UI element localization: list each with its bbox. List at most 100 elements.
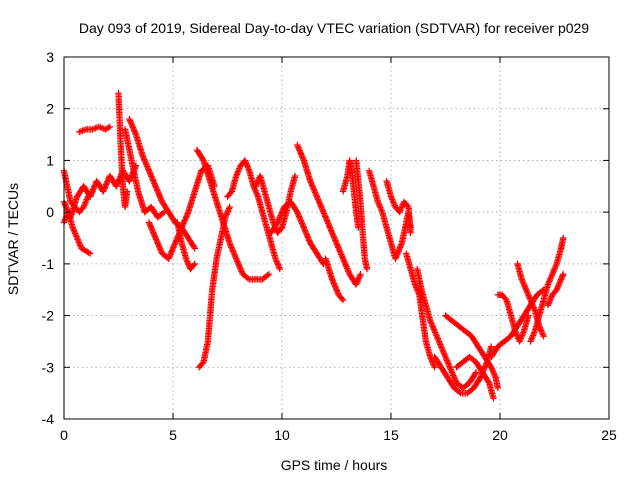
y-tick-label: 0	[46, 204, 54, 220]
data-point-marker	[243, 161, 251, 169]
data-point-marker	[524, 290, 532, 298]
data-point-marker	[523, 287, 530, 295]
data-point-marker	[544, 281, 552, 288]
data-point-marker	[273, 258, 280, 265]
data-point-marker	[531, 305, 538, 313]
data-point-marker	[538, 328, 545, 336]
data-point-marker	[124, 188, 131, 195]
data-point-marker	[427, 319, 435, 326]
data-point-marker	[522, 286, 530, 293]
data-point-marker	[354, 278, 361, 285]
data-point-marker	[502, 295, 509, 302]
data-point-marker	[74, 236, 81, 243]
data-point-marker	[73, 233, 80, 240]
data-point-marker	[451, 376, 459, 384]
data-point-marker	[241, 157, 249, 164]
data-point-marker	[521, 282, 528, 289]
data-point-marker	[449, 370, 456, 378]
data-point-marker	[234, 168, 242, 175]
data-point-marker	[81, 200, 89, 208]
data-point-marker	[184, 259, 192, 267]
x-tick-label: 5	[169, 427, 177, 443]
data-point-marker	[445, 360, 452, 367]
data-point-marker	[427, 317, 434, 324]
data-point-marker	[519, 279, 527, 286]
data-point-marker	[544, 302, 552, 309]
data-point-marker	[441, 353, 449, 360]
data-point-marker	[89, 188, 96, 195]
data-point-marker	[438, 345, 446, 353]
data-point-marker	[548, 272, 555, 279]
data-point-marker	[72, 231, 80, 239]
data-point-marker	[338, 295, 346, 302]
data-point-marker	[445, 361, 453, 369]
data-point-marker	[552, 262, 560, 269]
data-point-marker	[529, 301, 536, 308]
data-point-marker	[72, 230, 79, 237]
data-point-marker	[489, 367, 496, 374]
data-point-marker	[357, 271, 364, 278]
data-point-marker	[61, 217, 68, 225]
data-point-marker	[443, 355, 450, 363]
tick-labels: 0 5 10 15 20 25 -4 -3 -2 -1 0 1 2 3	[42, 49, 617, 443]
data-point-marker	[430, 326, 438, 333]
data-point-marker	[106, 123, 113, 131]
data-point-marker	[549, 271, 556, 278]
data-point-marker	[73, 234, 81, 242]
data-point-marker	[244, 164, 252, 172]
data-point-marker	[444, 358, 451, 366]
data-point-marker	[431, 364, 438, 371]
data-point-marker	[291, 172, 299, 180]
data-point-marker	[79, 127, 86, 134]
data-point-marker	[92, 124, 99, 132]
data-point-marker	[76, 240, 83, 248]
data-point-marker	[182, 255, 190, 262]
data-point-marker	[407, 229, 414, 237]
data-point-marker	[275, 264, 283, 271]
data-point-marker	[487, 362, 494, 370]
data-point-marker	[526, 293, 533, 301]
data-point-marker	[472, 369, 480, 376]
data-point-marker	[76, 242, 84, 249]
data-point-marker	[363, 265, 371, 273]
y-tick-label: -2	[42, 308, 55, 324]
data-point-marker	[529, 302, 537, 310]
data-point-marker	[539, 331, 547, 338]
data-point-marker	[519, 277, 526, 285]
data-point-marker	[430, 361, 437, 368]
data-point-marker	[518, 276, 525, 283]
data-point-marker	[199, 155, 206, 163]
data-point-marker	[435, 338, 443, 345]
data-point-marker	[546, 278, 553, 285]
data-point-marker	[529, 332, 537, 339]
data-point-marker	[527, 336, 535, 344]
x-tick-label: 15	[383, 427, 399, 443]
data-point-marker	[554, 285, 561, 292]
data-point-marker	[456, 388, 463, 396]
data-point-marker	[390, 200, 398, 208]
data-point-marker	[356, 273, 363, 281]
data-point-marker	[433, 333, 441, 341]
y-tick-label: 3	[46, 49, 54, 65]
data-point-marker	[491, 372, 499, 380]
data-point-marker	[556, 279, 563, 286]
data-point-marker	[272, 255, 279, 262]
data-point-marker	[540, 333, 547, 340]
data-point-marker	[252, 188, 260, 196]
data-point-marker	[547, 275, 554, 282]
data-point-marker	[446, 364, 454, 372]
data-point-marker	[355, 275, 362, 282]
data-point-marker	[85, 249, 92, 256]
data-point-marker	[242, 158, 249, 166]
data-point-marker	[389, 196, 396, 203]
data-point-marker	[376, 203, 383, 210]
plot-frame	[63, 56, 610, 420]
data-point-marker	[223, 209, 231, 217]
data-point-marker	[547, 296, 554, 303]
y-tick-label: 1	[46, 152, 54, 168]
data-point-marker	[443, 357, 451, 364]
data-point-marker	[440, 350, 448, 357]
data-point-marker	[432, 330, 440, 338]
data-point-marker	[451, 375, 458, 382]
data-point-marker	[437, 341, 444, 348]
